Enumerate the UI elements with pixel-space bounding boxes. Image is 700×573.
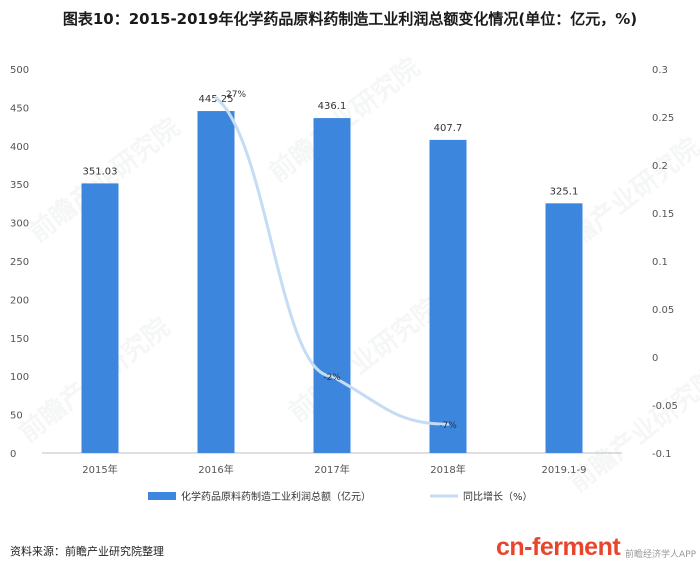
y-right-tick-label: 0.3 — [652, 65, 668, 76]
y-left-tick-label: 50 — [10, 411, 23, 422]
bar — [545, 203, 583, 453]
y-right-tick-label: 0.25 — [652, 113, 674, 124]
y-left-tick-label: 400 — [10, 142, 29, 153]
y-left-tick-label: 250 — [10, 257, 29, 268]
line-value-label: -2% — [323, 373, 341, 383]
line-value-label: 27% — [226, 90, 246, 100]
bar-value-label: 325.1 — [550, 186, 579, 197]
y-left-tick-label: 300 — [10, 219, 29, 230]
brand-name: cn-ferment — [496, 533, 621, 561]
x-tick-label: 2016年 — [198, 463, 233, 476]
y-left-tick-label: 100 — [10, 372, 29, 383]
y-right-tick-label: 0 — [652, 353, 658, 364]
bar — [81, 183, 119, 453]
bar-value-label: 351.03 — [83, 166, 118, 177]
chart-title: 图表10：2015-2019年化学药品原料药制造工业利润总额变化情况(单位：亿元… — [62, 10, 638, 28]
x-tick-label: 2017年 — [314, 463, 349, 476]
legend-swatch-bar — [148, 492, 176, 500]
bar-value-label: 407.7 — [434, 123, 463, 134]
y-left-tick-label: 200 — [10, 295, 29, 306]
line-value-label: -7% — [439, 421, 457, 431]
bar — [429, 139, 467, 453]
bar — [197, 111, 235, 453]
y-right-tick-label: 0.2 — [652, 161, 668, 172]
brand-subtitle: 前瞻经济学人APP — [624, 550, 696, 560]
bar — [313, 118, 351, 454]
y-left-tick-label: 0 — [10, 449, 16, 460]
y-left-tick-label: 500 — [10, 65, 29, 76]
x-tick-label: 2015年 — [82, 463, 117, 476]
y-right-tick-label: 0.05 — [652, 305, 674, 316]
y-right-tick-label: -0.05 — [652, 401, 678, 412]
y-left-tick-label: 350 — [10, 180, 29, 191]
legend-label-line: 同比增长（%） — [463, 490, 533, 503]
brand-logo: cn-ferment 前瞻经济学人APP — [490, 533, 700, 565]
legend-label-bar: 化学药品原料药制造工业利润总额（亿元） — [181, 490, 371, 503]
y-left-tick-label: 450 — [10, 103, 29, 114]
y-left-tick-label: 150 — [10, 334, 29, 345]
x-tick-label: 2019.1-9 — [542, 465, 587, 476]
y-right-tick-label: 0.1 — [652, 257, 668, 268]
source-note: 资料来源：前瞻产业研究院整理 — [10, 545, 164, 558]
y-right-tick-label: -0.1 — [652, 449, 672, 460]
x-tick-label: 2018年 — [430, 463, 465, 476]
y-right-tick-label: 0.15 — [652, 209, 674, 220]
bar-value-label: 436.1 — [318, 101, 347, 112]
growth-line — [214, 96, 450, 426]
